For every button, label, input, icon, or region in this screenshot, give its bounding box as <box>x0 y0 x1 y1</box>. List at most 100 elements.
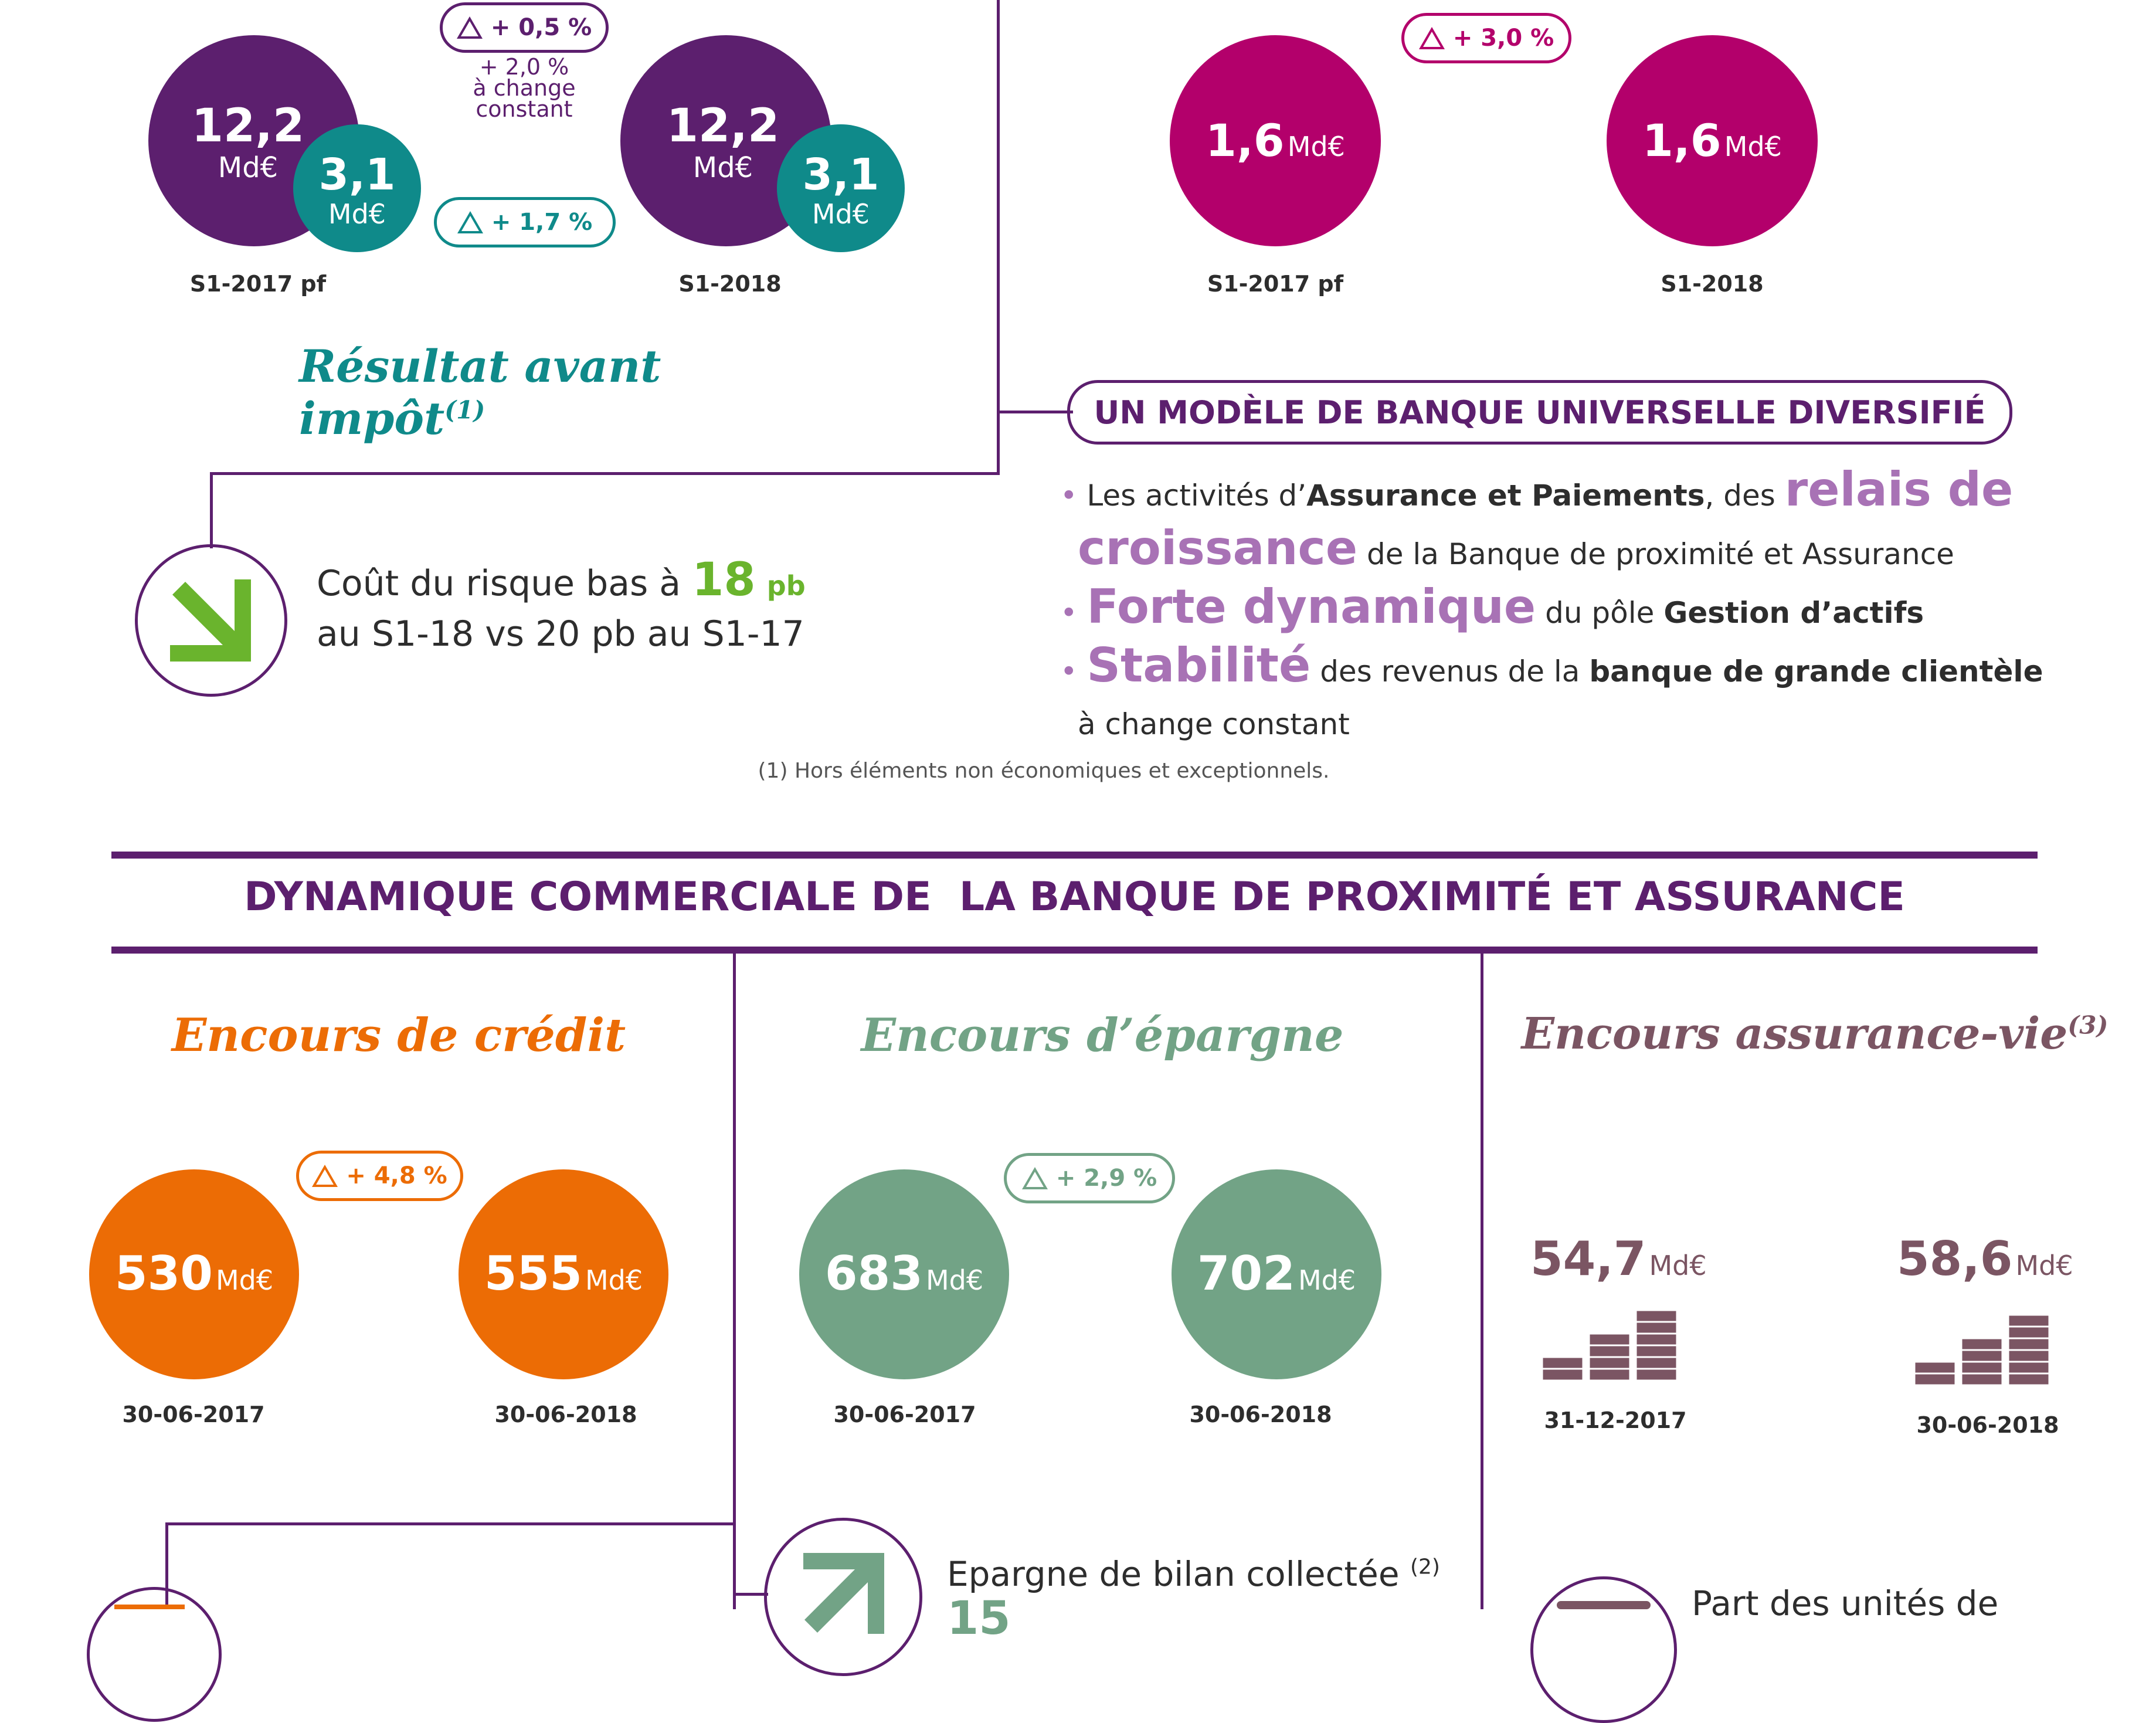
footnote: (1) Hors éléments non économiques et exc… <box>758 759 1330 783</box>
frame-line-bottom-left <box>165 1522 735 1525</box>
net-value-2018-unit: Md€ <box>1724 131 1782 162</box>
b3-d: à change constant <box>1078 707 1350 741</box>
net-value-2017: 1,6 Md€ <box>1170 114 1381 167</box>
credit-icon-shape <box>114 1605 185 1609</box>
b2-b: du pôle <box>1545 596 1655 630</box>
credit-2017-unit: Md€ <box>215 1264 274 1296</box>
life-2017-number: 54,7 <box>1530 1232 1646 1286</box>
model-bullet-3b: à change constant <box>1060 698 2092 751</box>
section-rule-bottom <box>111 947 2038 954</box>
bullet-dot: • <box>1060 654 1078 688</box>
life-icon-shape <box>1557 1601 1651 1609</box>
credit-value-2018: 555 Md€ <box>459 1246 668 1301</box>
risk-text: Coût du risque bas à 18 pb au S1-18 vs 2… <box>317 556 844 658</box>
delta-icon <box>1418 27 1445 49</box>
savings-circle-2017 <box>799 1169 1009 1379</box>
revenue-unit-2017: Md€ <box>218 151 279 184</box>
frame-line-to-model <box>997 411 1073 413</box>
pbt-title-text: Résultat avant impôt <box>299 340 661 445</box>
credit-2018-number: 555 <box>484 1246 582 1301</box>
bullet-dot: • <box>1060 479 1078 513</box>
net-value-2017-number: 1,6 <box>1206 114 1285 167</box>
b1-d: relais de <box>1784 462 2014 517</box>
revenue-value-2017: 12,2 <box>191 100 305 152</box>
net-value-2017-unit: Md€ <box>1287 131 1345 162</box>
model-title: UN MODÈLE DE BANQUE UNIVERSELLE DIVERSIF… <box>1094 394 1986 431</box>
section-rule-top <box>111 852 2038 859</box>
savings-collected-value: 15 <box>947 1592 1011 1645</box>
risk-unit: pb <box>766 570 806 602</box>
arrow-up-right-icon <box>803 1553 884 1634</box>
frame-line-savings-connector <box>733 1593 768 1596</box>
change-badge-credit: + 4,8 % <box>296 1151 463 1201</box>
credit-circle-2018 <box>459 1169 668 1379</box>
b3-c: banque de grande clientèle <box>1589 654 2043 688</box>
delta-icon <box>457 211 483 233</box>
bullet-dot: • <box>1060 596 1078 630</box>
frame-line-horizontal-left <box>210 472 1000 475</box>
label-net-2017: S1-2017 pf <box>1207 271 1344 297</box>
change-net-text: + 3,0 % <box>1452 25 1554 52</box>
b1-e: croissance <box>1078 521 1358 575</box>
life-title: Encours assurance-vie(3) <box>1507 1009 2123 1059</box>
frame-line-vertical-left <box>997 0 1000 475</box>
change-badge-revenue: + 0,5 % <box>440 2 609 53</box>
change-badge-pbt: + 1,7 % <box>434 197 616 247</box>
pbt-unit-2017: Md€ <box>328 198 386 230</box>
life-title-text: Encours assurance-vie <box>1521 1009 2068 1059</box>
savings-collected-label: Epargne de bilan collectée <box>947 1554 1400 1594</box>
net-value-2018-number: 1,6 <box>1642 114 1722 167</box>
label-net-2018: S1-2018 <box>1661 271 1764 297</box>
change-credit-text: + 4,8 % <box>346 1162 447 1189</box>
delta-icon <box>456 16 483 39</box>
credit-value-2017: 530 Md€ <box>89 1246 299 1301</box>
b1-b: Assurance et Paiements <box>1306 479 1705 513</box>
label-savings-2017: 30-06-2017 <box>833 1402 976 1427</box>
b2-a: Forte dynamique <box>1087 579 1536 634</box>
b3-b: des revenus de la <box>1320 654 1580 688</box>
b1-c: , des <box>1705 479 1775 513</box>
pbt-title: Résultat avant impôt(1) <box>299 340 827 445</box>
life-value-2018: 58,6 Md€ <box>1897 1232 2131 1286</box>
change-badge-net: + 3,0 % <box>1401 13 1571 63</box>
savings-2017-unit: Md€ <box>925 1264 984 1296</box>
net-value-2018: 1,6 Md€ <box>1607 114 1818 167</box>
risk-icon-circle <box>135 544 287 697</box>
delta-icon <box>312 1165 338 1187</box>
pbt-value-2018: 3,1 <box>802 150 880 200</box>
label-life-2017: 31-12-2017 <box>1544 1407 1687 1433</box>
savings-title: Encours d’épargne <box>861 1009 1344 1062</box>
coins-stack-icon <box>1542 1309 1678 1382</box>
change-revenue-text: + 0,5 % <box>490 14 592 41</box>
change-pbt-text: + 1,7 % <box>491 209 593 236</box>
life-value-2017: 54,7 Md€ <box>1530 1232 1765 1286</box>
note-change-constant: + 2,0 % à change constant <box>440 56 609 120</box>
savings-value-2018: 702 Md€ <box>1172 1246 1381 1301</box>
label-savings-2018: 30-06-2018 <box>1189 1402 1332 1427</box>
coins-stack-icon <box>1914 1314 2050 1386</box>
model-bullet-2: • Forte dynamique du pôle Gestion d’acti… <box>1060 581 2092 639</box>
savings-value-2017: 683 Md€ <box>799 1246 1009 1301</box>
life-icon-circle <box>1530 1576 1677 1723</box>
change-savings-text: + 2,9 % <box>1055 1165 1157 1192</box>
savings-collected-text: Epargne de bilan collectée (2) <box>947 1554 1475 1594</box>
life-title-note: (3) <box>2067 1010 2109 1040</box>
life-2017-unit: Md€ <box>1649 1250 1707 1281</box>
label-life-2018: 30-06-2018 <box>1916 1412 2059 1438</box>
model-bullet-3: • Stabilité des revenus de la banque de … <box>1060 639 2092 698</box>
label-s1-2017: S1-2017 pf <box>189 271 327 297</box>
label-credit-2017: 30-06-2017 <box>122 1402 265 1427</box>
pbt-unit-2018: Md€ <box>812 198 870 230</box>
credit-2018-unit: Md€ <box>585 1264 643 1296</box>
savings-collected-note: (2) <box>1410 1555 1440 1579</box>
label-credit-2018: 30-06-2018 <box>494 1402 637 1427</box>
frame-line-drop-risk <box>210 472 213 548</box>
credit-2017-number: 530 <box>114 1246 213 1301</box>
note-line-1: + 2,0 % <box>479 54 569 80</box>
pbt-circle-2017 <box>293 124 421 252</box>
b1-a: Les activités d’ <box>1087 479 1307 513</box>
column-divider-2 <box>1481 954 1483 1609</box>
b3-a: Stabilité <box>1087 638 1311 693</box>
unit-linked-text: Part des unités de <box>1692 1583 1999 1623</box>
model-bullets: • Les activités d’Assurance et Paiements… <box>1060 463 2092 751</box>
